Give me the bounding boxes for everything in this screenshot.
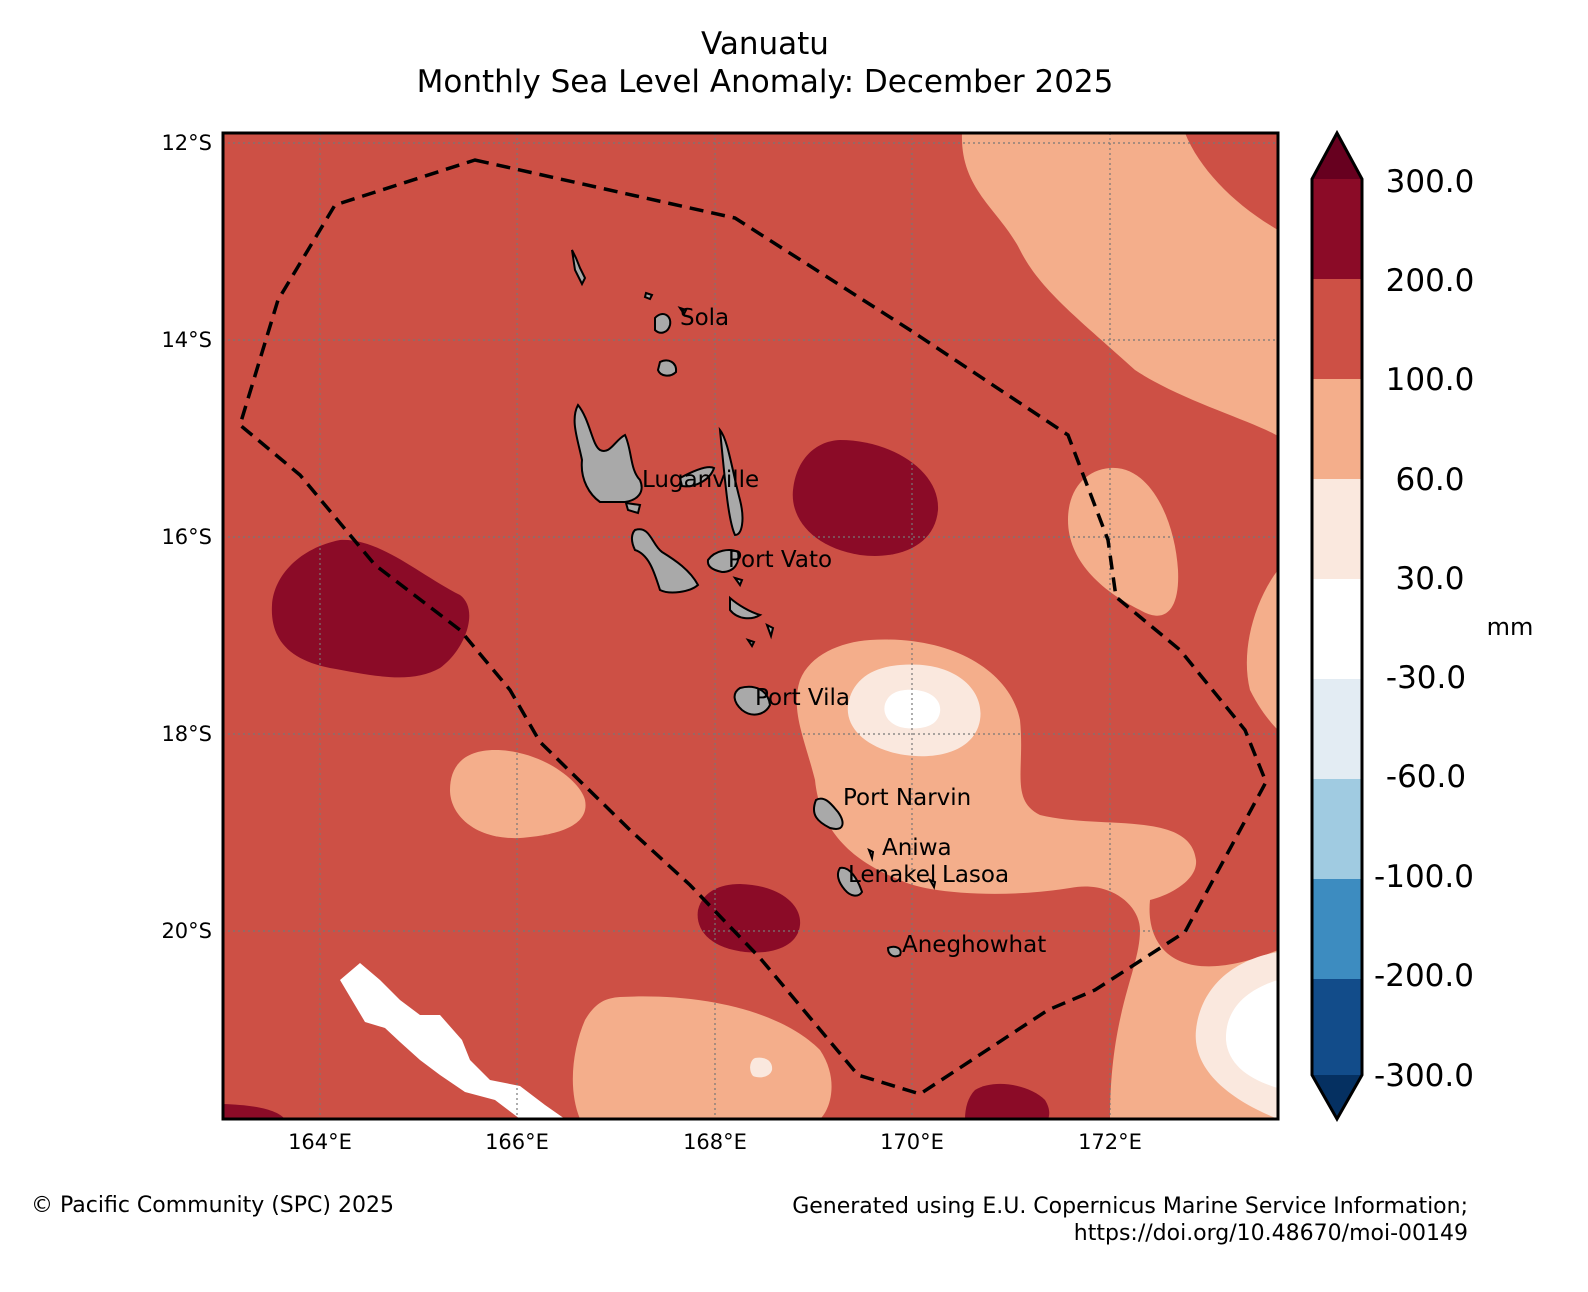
colorbar-labels: 300.0 200.0 100.0 60.0 30.0 -30.0 -60.0 … xyxy=(1374,164,1474,1094)
colorbar-label: 200.0 xyxy=(1386,263,1475,299)
colorbar-extend-top xyxy=(1312,133,1362,179)
place-label-sola: Sola xyxy=(680,305,729,331)
place-label-port-narvin: Port Narvin xyxy=(843,785,971,811)
anomaly-region-dark xyxy=(792,440,939,556)
islet xyxy=(732,576,744,588)
island-aneityum xyxy=(886,945,902,958)
colorbar-label: 300.0 xyxy=(1386,164,1475,200)
island-espiritu-santo xyxy=(573,403,643,503)
anomaly-region-light xyxy=(796,639,1278,1119)
lon-label: 164°E xyxy=(288,1130,352,1154)
colorbar-label: 30.0 xyxy=(1395,561,1464,597)
anomaly-region-dark xyxy=(223,1104,285,1119)
colorbar xyxy=(1310,129,1364,1123)
place-label-luganville: Luganville xyxy=(642,467,759,493)
colorbar-segment xyxy=(1312,579,1362,679)
colorbar-segment xyxy=(1312,979,1362,1075)
anomaly-region-white xyxy=(1225,980,1278,1088)
colorbar-label: -30.0 xyxy=(1386,660,1466,696)
island-erromango xyxy=(812,797,844,830)
lon-axis-labels: 164°E 166°E 168°E 170°E 172°E xyxy=(288,1130,1142,1154)
island-tanna xyxy=(836,866,864,897)
place-label-aniwa: Aniwa xyxy=(882,835,952,861)
lat-label: 12°S xyxy=(161,131,212,155)
sea-level-map xyxy=(223,133,1278,1119)
island-efate xyxy=(733,685,772,716)
colorbar-label: -300.0 xyxy=(1374,1058,1474,1094)
data-credit-line1: Generated using E.U. Copernicus Marine S… xyxy=(792,1194,1468,1219)
data-credit: Generated using E.U. Copernicus Marine S… xyxy=(792,1193,1468,1247)
colorbar-segment xyxy=(1312,479,1362,579)
masked-region xyxy=(340,963,565,1119)
colorbar-segment xyxy=(1312,779,1362,879)
island-malo xyxy=(624,501,642,515)
anomaly-region-pale xyxy=(750,1057,773,1078)
islands xyxy=(571,249,937,958)
island-sola xyxy=(654,313,672,334)
islet xyxy=(765,622,775,640)
map-title: Vanuatu xyxy=(701,26,829,62)
anomaly-region-dark xyxy=(965,1083,1050,1119)
lat-label: 20°S xyxy=(161,919,212,943)
eez-boundary xyxy=(237,158,1268,1096)
lat-label: 14°S xyxy=(161,328,212,352)
colorbar-label: -200.0 xyxy=(1374,958,1474,994)
islet xyxy=(571,249,587,287)
colorbar-segment xyxy=(1312,379,1362,479)
anomaly-region-light xyxy=(1246,570,1278,730)
map-subtitle: Monthly Sea Level Anomaly: December 2025 xyxy=(416,64,1114,100)
island-maewo xyxy=(718,426,744,537)
place-label-aneghowhat: Aneghowhat xyxy=(902,932,1046,958)
colorbar-segment xyxy=(1312,279,1362,379)
island-ambrym xyxy=(706,549,740,574)
place-label-lenakel: Lenakel xyxy=(848,862,936,888)
lon-label: 166°E xyxy=(485,1130,549,1154)
colorbar-label: -100.0 xyxy=(1374,859,1474,895)
lon-label: 168°E xyxy=(683,1130,747,1154)
island-banks xyxy=(656,359,678,377)
anomaly-region-dark xyxy=(697,884,801,953)
island-ambae xyxy=(678,466,716,488)
place-label-port-vila: Port Vila xyxy=(755,685,850,711)
colorbar-label: 100.0 xyxy=(1386,362,1475,398)
map-frame xyxy=(221,131,1280,1121)
colorbar-segment xyxy=(1312,879,1362,979)
colorbar-segment xyxy=(1312,679,1362,779)
copyright: © Pacific Community (SPC) 2025 xyxy=(31,1193,394,1218)
island-malekula xyxy=(631,528,700,594)
island-epi xyxy=(729,595,763,620)
place-labels: Sola Luganville Port Vato Port Vila Port… xyxy=(642,305,1046,958)
islet xyxy=(677,306,688,316)
lon-label: 170°E xyxy=(880,1130,944,1154)
lat-label: 16°S xyxy=(161,525,212,549)
islet xyxy=(867,847,875,862)
data-credit-line2: https://doi.org/10.48670/moi-00149 xyxy=(1073,1221,1468,1246)
colorbar-outline xyxy=(1310,129,1364,1123)
colorbar-unit: mm xyxy=(1487,613,1534,641)
colorbar-label: -60.0 xyxy=(1386,759,1466,795)
place-label-lasoa: Lasoa xyxy=(942,862,1009,888)
anomaly-region-dark xyxy=(271,539,470,678)
lat-label: 18°S xyxy=(161,722,212,746)
anomaly-region-light xyxy=(450,750,586,839)
colorbar-extend-bottom xyxy=(1312,1075,1362,1119)
place-label-port-vato: Port Vato xyxy=(728,547,832,573)
colorbar-segment xyxy=(1312,179,1362,279)
anomaly-region-light xyxy=(572,996,832,1119)
islet xyxy=(927,878,937,890)
anomaly-region-light xyxy=(961,133,1278,436)
islet xyxy=(745,638,756,648)
colorbar-label: 60.0 xyxy=(1395,462,1464,498)
gridlines xyxy=(223,133,1278,1119)
lat-axis-labels: 12°S 14°S 16°S 18°S 20°S xyxy=(161,131,212,943)
islet xyxy=(643,291,654,301)
lon-label: 172°E xyxy=(1078,1130,1142,1154)
